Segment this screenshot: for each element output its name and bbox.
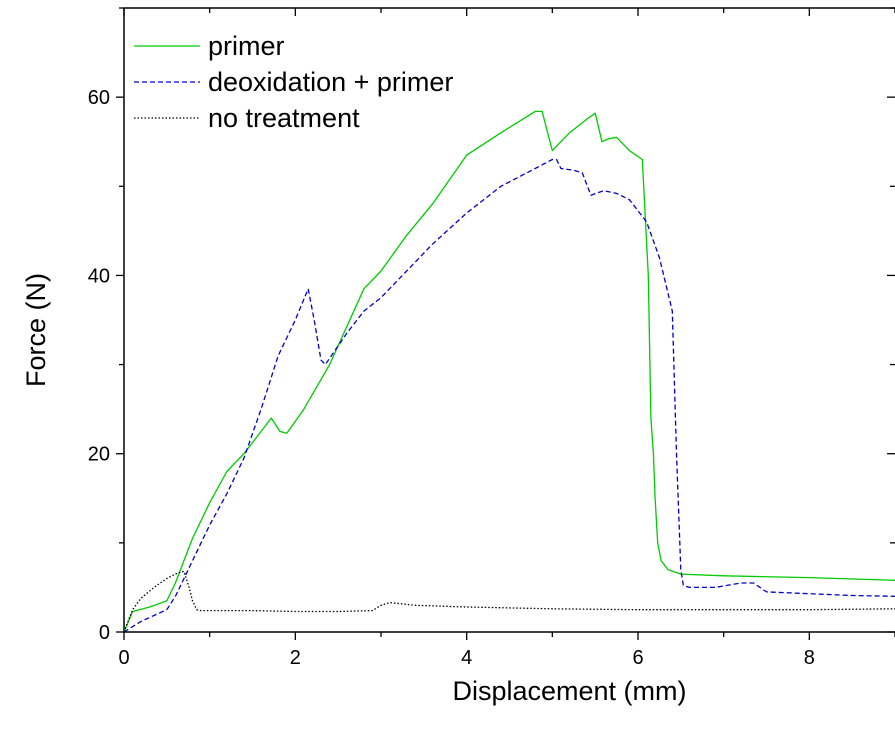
x-tick-label: 6 — [632, 647, 643, 669]
x-tick-label: 4 — [461, 647, 472, 669]
series-line-3 — [123, 570, 895, 633]
chart-series-lines — [123, 110, 895, 633]
series-line-1 — [123, 110, 895, 633]
x-tick-label: 2 — [290, 647, 301, 669]
chart-ticks: 0 2 4 6 8 0 20 40 60 — [88, 7, 895, 669]
y-axis-title: Force (N) — [21, 273, 51, 387]
series-line-2 — [123, 158, 895, 633]
y-tick-label: 20 — [88, 444, 110, 466]
legend-label: no treatment — [208, 103, 360, 133]
legend-label: primer — [208, 31, 285, 61]
x-tick-label: 0 — [118, 647, 129, 669]
legend-label: deoxidation + primer — [208, 67, 453, 97]
x-axis-title: Displacement (mm) — [452, 676, 686, 706]
y-tick-label: 40 — [88, 265, 110, 287]
chart-legend: primer deoxidation + primer no treatment — [134, 31, 453, 133]
x-tick-label: 8 — [804, 647, 815, 669]
y-tick-label: 0 — [99, 622, 110, 644]
y-tick-label: 60 — [88, 87, 110, 109]
chart-axes — [123, 7, 895, 633]
